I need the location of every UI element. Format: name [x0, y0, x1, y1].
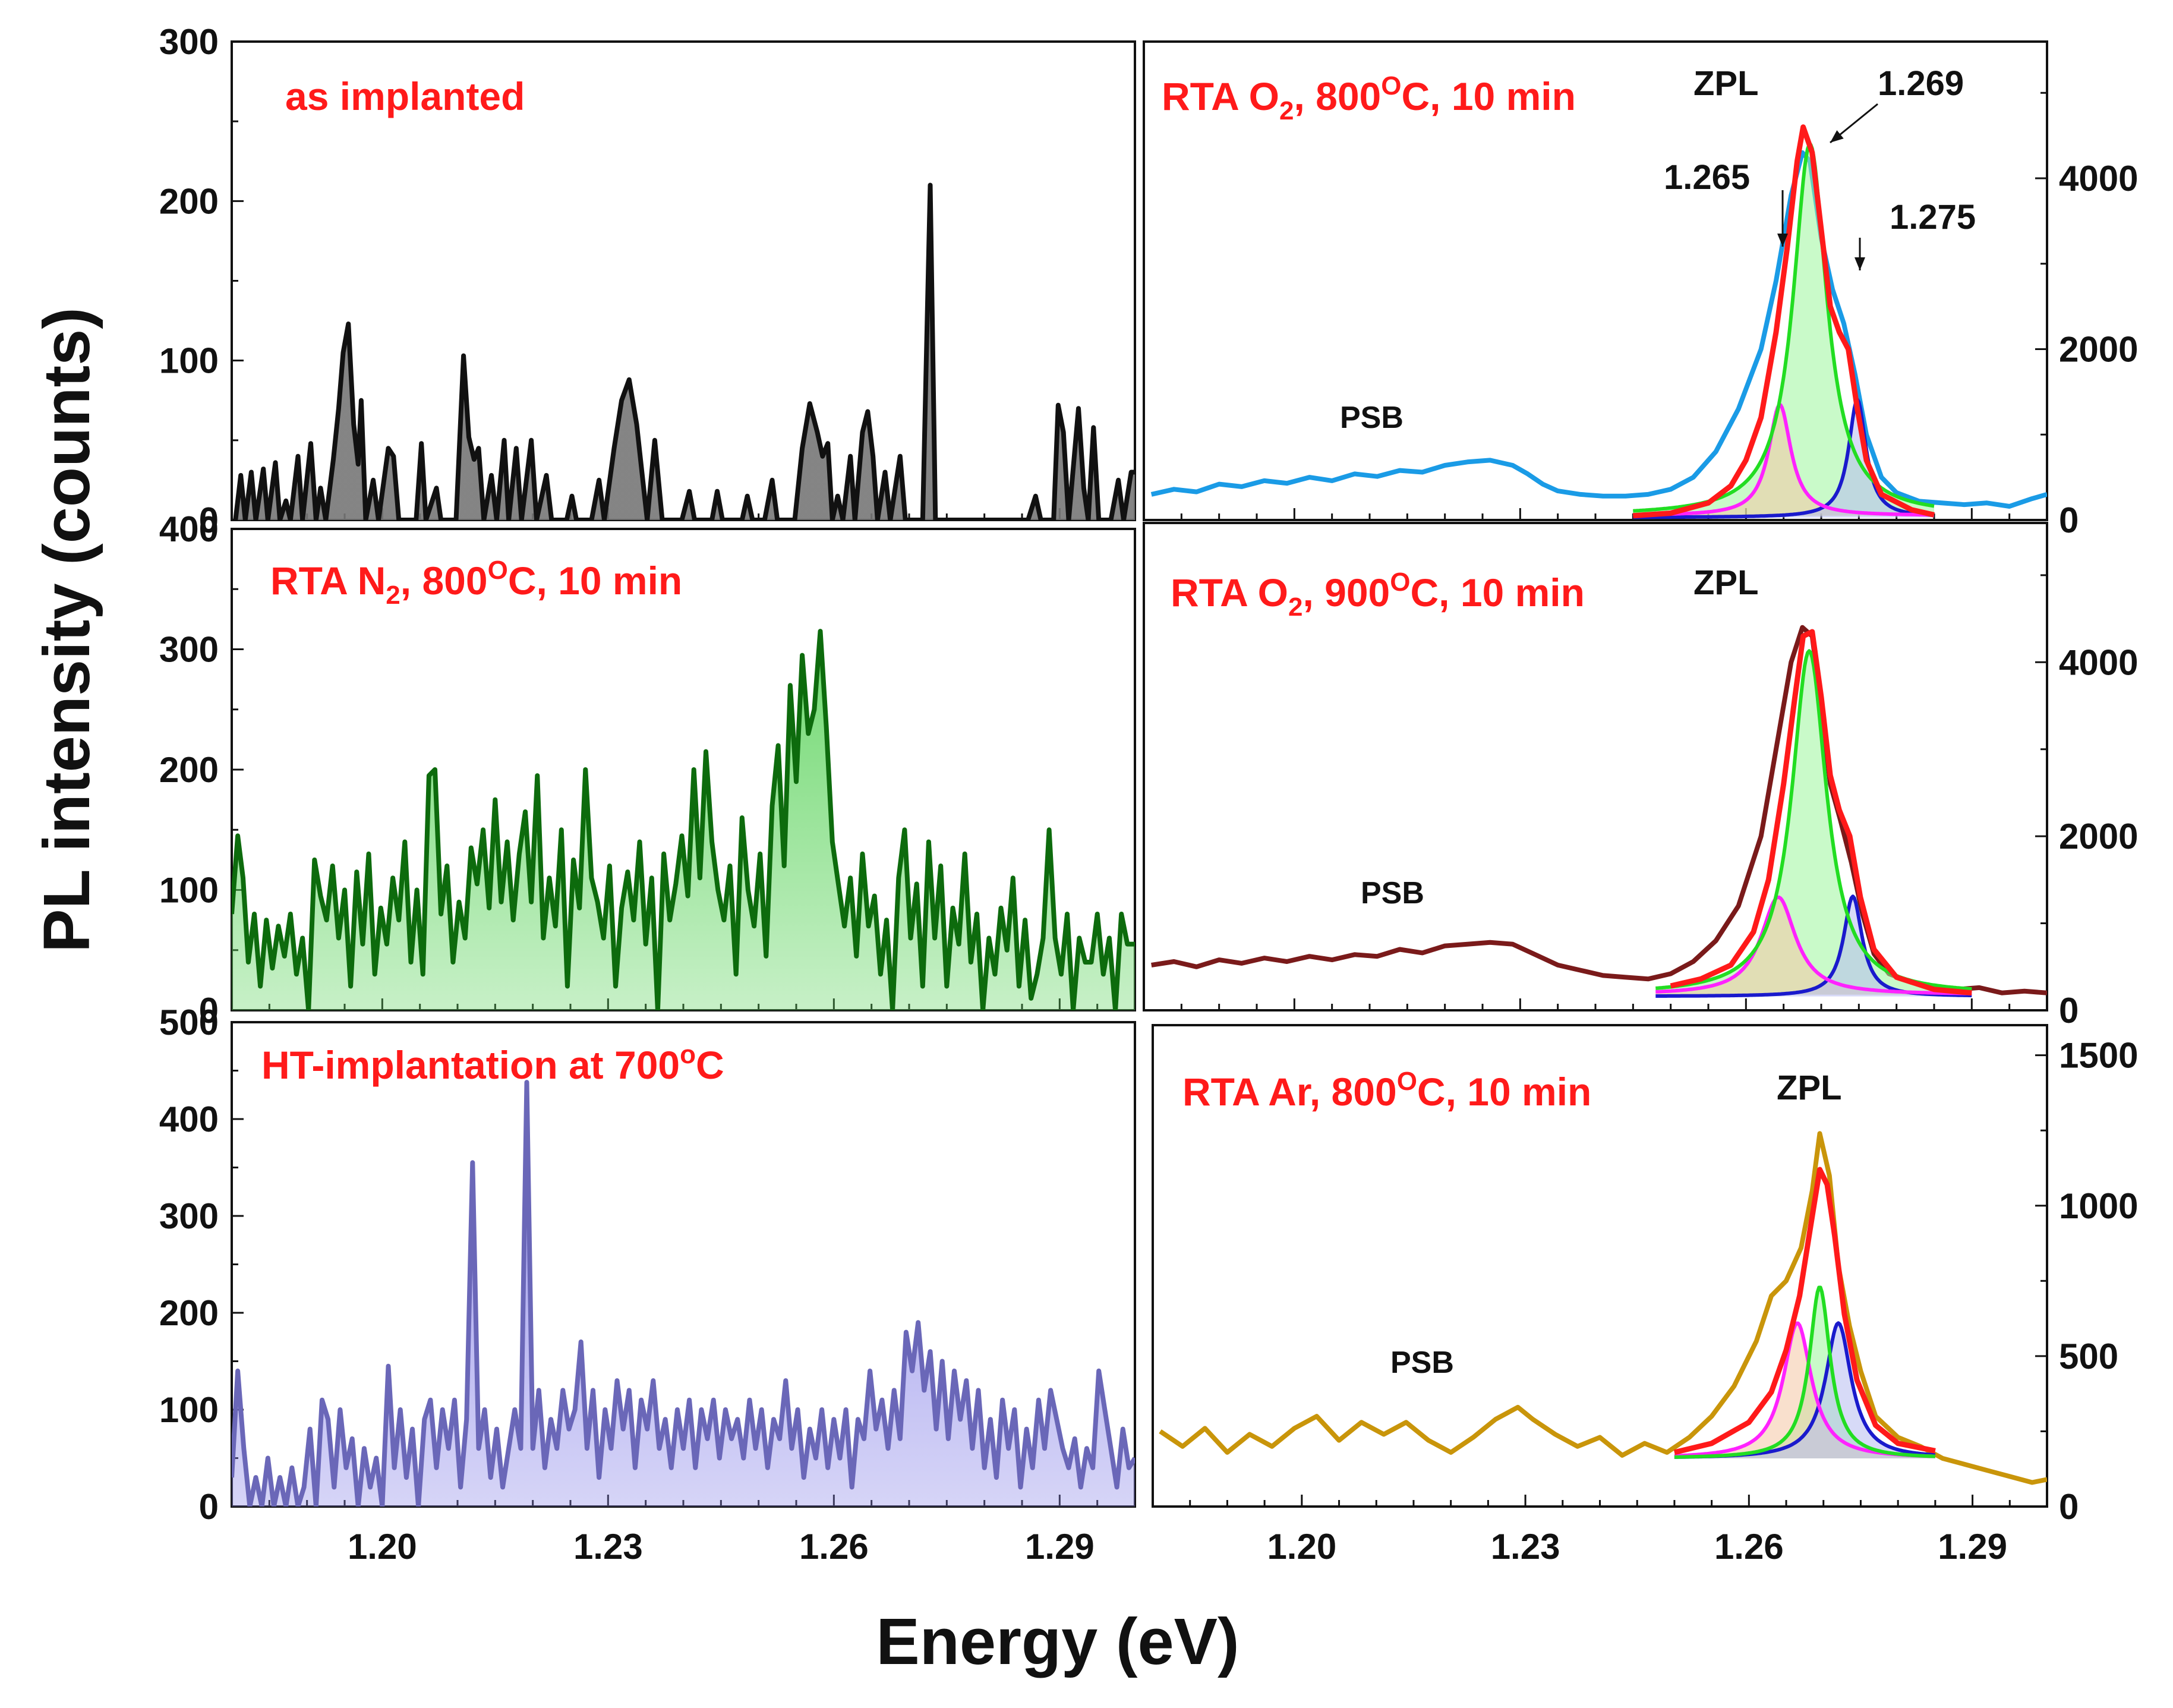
- panels: 0 100 200 300 as implanted 0 100 200 300 400 RTA N…: [159, 22, 2139, 1567]
- series-line: [232, 1080, 1135, 1507]
- fit-component-line: [1632, 143, 1935, 513]
- x-tick-label: 1.20: [348, 1527, 417, 1567]
- y-tick-label: 400: [159, 1099, 219, 1139]
- y-axis-title: PL intensity (counts): [30, 307, 103, 953]
- series-line: [232, 629, 1135, 1010]
- fit-envelope-line: [1632, 124, 1935, 519]
- y-tick-label: 100: [159, 341, 219, 381]
- panel-title: RTA O2, 900OC, 10 min: [1171, 568, 1585, 622]
- annotation-psb: PSB: [1390, 1345, 1454, 1380]
- y-tick-label: 0: [199, 500, 219, 540]
- y-tick-label: 200: [159, 181, 219, 221]
- annotation-zpl: ZPL: [1777, 1069, 1842, 1107]
- annotation-1-265: 1.265: [1664, 158, 1750, 197]
- x-tick-label: 1.23: [1491, 1527, 1560, 1567]
- plot-area: [232, 1080, 1135, 1507]
- annotation-1-275: 1.275: [1890, 198, 1976, 237]
- series-area: [235, 185, 1135, 520]
- y-tick-label: 1000: [2059, 1186, 2138, 1226]
- plot-area: [232, 629, 1135, 1010]
- panel-title: HT-implantation at 700oC: [261, 1040, 724, 1087]
- y-tick-label: 0: [199, 991, 219, 1031]
- fit-component-area: [1633, 405, 1934, 516]
- panel-p6: 1.20 1.23 1.26 1.29 0 500 1000 1500 RTA Ar, 800O…: [1152, 1024, 2138, 1567]
- fit-component-line: [1674, 1285, 1936, 1459]
- x-tick-label: 1.26: [799, 1527, 869, 1567]
- series-line: [233, 182, 1135, 520]
- x-tick-label: 1.29: [1025, 1527, 1095, 1567]
- plot-area: [1151, 625, 2047, 998]
- fit-component-line: [1632, 398, 1935, 519]
- y-tick-label: 0: [199, 1487, 219, 1527]
- plot-area: [1159, 1131, 2047, 1485]
- y-tick-label: 500: [2059, 1337, 2118, 1376]
- panel-title: as implanted: [285, 74, 525, 118]
- y-tick-label: 300: [159, 1196, 219, 1236]
- panel-p5: 0 2000 4000 RTA O2, 900OC, 10 min ZPL PSB: [1143, 522, 2138, 1031]
- y-tick-label: 4000: [2059, 159, 2138, 198]
- series-line: [1159, 1131, 2047, 1485]
- y-tick-label: 0: [2059, 991, 2079, 1031]
- y-tick-label: 100: [159, 871, 219, 910]
- y-tick-label: 1500: [2059, 1036, 2138, 1076]
- panel-p2: 0 100 200 300 400 RTA N2, 800OC, 10 min: [159, 509, 1136, 1031]
- y-tick-label: 2000: [2059, 330, 2138, 370]
- annotation-zpl: ZPL: [1693, 64, 1759, 103]
- plot-area: [1150, 124, 2047, 519]
- y-tick-label: 500: [159, 1003, 219, 1042]
- annotation-psb: PSB: [1361, 876, 1424, 910]
- arrow-head: [1830, 130, 1844, 143]
- panel-p3: 1.20 1.23 1.26 1.29 0 100 200 300 400 500 HT-impla…: [159, 1003, 1136, 1567]
- y-tick-label: 400: [159, 509, 219, 549]
- panel-title: RTA Ar, 800OC, 10 min: [1182, 1067, 1591, 1114]
- fit-envelope-line: [1670, 629, 1972, 996]
- panel-title: RTA N2, 800OC, 10 min: [270, 556, 682, 610]
- y-tick-label: 100: [159, 1390, 219, 1430]
- series-line: [1150, 150, 2047, 509]
- annotation-1-269: 1.269: [1878, 64, 1964, 103]
- y-tick-label: 200: [159, 1293, 219, 1333]
- y-tick-label: 300: [159, 22, 219, 62]
- x-tick-label: 1.20: [1267, 1527, 1336, 1567]
- arrow-head: [1855, 257, 1865, 270]
- x-tick-label: 1.29: [1938, 1527, 2007, 1567]
- x-axis-title: Energy (eV): [876, 1605, 1239, 1678]
- y-tick-label: 200: [159, 750, 219, 790]
- fit-component-area: [1655, 897, 1972, 995]
- panel-p4: 0 2000 4000 RTA O2, 800OC, 10 min ZPL 1.269 1.…: [1143, 40, 2138, 540]
- y-tick-label: 0: [2059, 500, 2079, 540]
- series-area: [232, 631, 1135, 1010]
- fit-component-line: [1655, 895, 1972, 995]
- fit-component-area: [1655, 651, 1972, 995]
- fit-envelope-line: [1673, 1167, 1936, 1455]
- annotation-psb: PSB: [1340, 401, 1404, 435]
- series-line: [1151, 625, 2047, 995]
- arrow-head: [1777, 234, 1788, 247]
- y-tick-label: 2000: [2059, 817, 2138, 856]
- y-tick-label: 0: [2059, 1487, 2079, 1527]
- y-tick-label: 300: [159, 630, 219, 670]
- x-tick-label: 1.23: [573, 1527, 643, 1567]
- series-area: [232, 1082, 1135, 1507]
- x-tick-label: 1.26: [1714, 1527, 1784, 1567]
- fit-component-line: [1632, 403, 1935, 517]
- panel-title: RTA O2, 800OC, 10 min: [1162, 71, 1576, 125]
- y-tick-label: 4000: [2059, 642, 2138, 682]
- panel-p1: 0 100 200 300 as implanted: [159, 22, 1136, 540]
- annotation-zpl: ZPL: [1693, 563, 1759, 602]
- plot-area: [233, 182, 1135, 520]
